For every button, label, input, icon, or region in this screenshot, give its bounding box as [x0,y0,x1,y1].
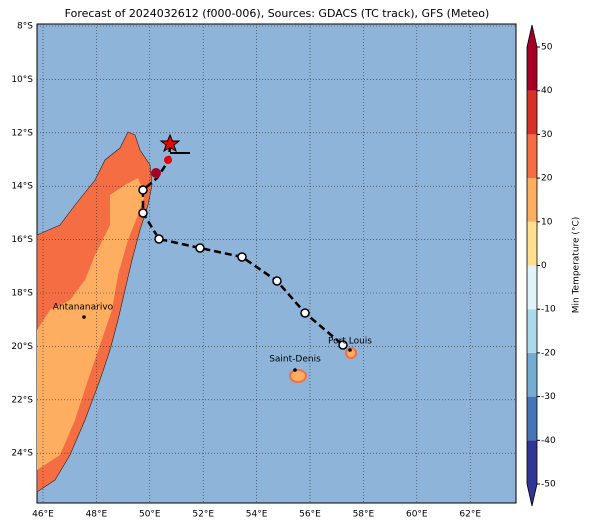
colorbar-band [527,440,537,484]
lat-label: 24°S [11,449,33,459]
colorbar-band [527,134,537,179]
place-label: Saint-Denis [269,355,321,365]
colorbar-label: Min Temperature (°C) [572,217,582,314]
lat-label: 12°S [11,128,33,138]
lat-label: 8°S [17,22,33,32]
storm-marker [164,156,172,164]
lat-label: 18°S [11,289,33,299]
colorbar-band [527,90,537,135]
lon-label: 60°E [406,510,428,520]
colorbar: -50 -40 -30 -20 -10 0 10 20 30 40 50 [526,24,556,507]
colorbar-tick-label: 20 [541,174,553,184]
place-label: Port Louis [328,337,372,347]
lon-label: 48°E [86,510,108,520]
reunion [289,369,307,383]
lat-label: 16°S [11,235,33,245]
colorbar-tick-label: 50 [541,43,553,53]
colorbar-band [527,178,537,222]
graticule [37,24,516,503]
lon-label: 62°E [459,510,481,520]
track-point [138,185,148,195]
colorbar-band [527,396,537,441]
colorbar-tick-label: -20 [541,348,556,358]
lon-label: 56°E [299,510,321,520]
place-label: Antananarivo [53,303,114,313]
place-dot [293,368,297,372]
lon-label: 46°E [32,510,54,520]
track-point [300,308,310,318]
lon-label: 50°E [139,510,161,520]
colorbar-tick-label: 0 [541,261,547,271]
lon-label: 54°E [246,510,268,520]
track-point [338,340,348,350]
colorbar-tick-label: -10 [541,305,556,315]
colorbar-tick-label: -40 [541,436,556,446]
lat-label: 10°S [11,75,33,85]
title: Forecast of 2024032612 (f000-006), Sourc… [65,7,490,20]
track-point [195,243,205,253]
current-position [159,133,181,153]
place-dot [348,348,352,352]
colorbar-tick-label: 40 [541,86,553,96]
colorbar-tick-label: 10 [541,217,553,227]
colorbar-band [527,265,537,310]
colorbar-extend [527,484,537,506]
track-point [138,208,148,218]
warm-region [37,178,145,470]
storm-core [151,168,161,178]
track-point [154,234,164,244]
colorbar-extend [527,25,537,47]
track-point [237,252,247,262]
colorbar-tick-label: 30 [541,130,553,140]
lat-label: 20°S [11,342,33,352]
colorbar-band [527,352,537,397]
colorbar-tick-label: -50 [541,480,556,490]
colorbar-band [527,47,537,91]
track [138,133,348,350]
lon-label: 58°E [353,510,375,520]
colorbar-band [527,309,537,353]
lon-label: 52°E [192,510,214,520]
lat-label: 22°S [11,395,33,405]
place-dot [82,315,86,319]
track-point [272,276,282,286]
lat-label: 14°S [11,182,33,192]
colorbar-tick-label: -30 [541,392,556,402]
colorbar-band [527,221,537,266]
places: Antananarivo Saint-Denis Port Louis [53,303,372,372]
